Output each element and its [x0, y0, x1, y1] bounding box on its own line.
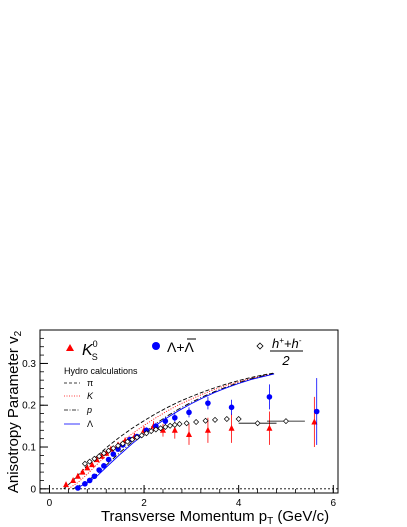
k0s-point: [159, 426, 166, 433]
lambda-point: [101, 463, 107, 469]
hadron-point: [86, 458, 93, 465]
k0s-point: [79, 468, 86, 475]
legend-lambda-label: Λ+Λ: [167, 339, 195, 355]
hadron-point: [183, 420, 190, 427]
legend-hadron-marker: [256, 342, 264, 350]
lambda-point: [75, 485, 81, 491]
hadron-point: [110, 445, 117, 452]
hydro-curve-lambda: [75, 373, 275, 490]
lambda-point: [205, 400, 211, 406]
k0s-point: [74, 472, 81, 479]
lambda-point: [266, 394, 273, 400]
k0s-point: [89, 461, 96, 468]
axes: 0 2 4 6 0 0.1 0.2 0.3: [22, 329, 339, 509]
k0s-point: [186, 430, 192, 437]
legend-hadron-denominator: 2: [281, 353, 290, 368]
legend-lambda-marker: [152, 342, 160, 350]
lambda-point: [110, 451, 117, 457]
plot-area: [40, 372, 338, 491]
k0s-point: [171, 426, 178, 433]
lambda-point: [313, 408, 320, 415]
hadron-point: [162, 423, 169, 430]
k0s-point: [266, 424, 273, 431]
hadron-point: [202, 417, 209, 424]
hadron-point: [105, 447, 112, 454]
lambda-point: [162, 418, 169, 424]
x-axis-title: Transverse Momentum pT (GeV/c): [101, 508, 329, 527]
y-tick-label: 0.2: [22, 401, 36, 412]
x-tick-label: 2: [141, 498, 147, 509]
lambda-point: [96, 467, 102, 473]
legend-lambda: Λ+Λ: [152, 338, 196, 355]
lambda-point: [115, 446, 121, 452]
x-tick-label: 6: [330, 498, 336, 509]
lambda-point: [172, 414, 178, 421]
legend-hydro-k-label: K: [87, 391, 94, 401]
legend-k0s: K0 S: [66, 339, 98, 362]
hydro-curve-p: [72, 373, 275, 490]
hadron-point: [235, 416, 242, 423]
hadron-point: [138, 432, 145, 439]
lambda-point: [82, 481, 88, 487]
lambda-point: [186, 409, 192, 416]
hadron-point: [171, 421, 178, 428]
legend-hadron-numerator: h++h-: [272, 336, 302, 351]
k0s-point: [70, 476, 77, 483]
hadron-point: [212, 416, 219, 423]
x-tick-label: 4: [236, 498, 242, 509]
hadron-point: [193, 418, 200, 425]
hadron-point: [100, 450, 107, 457]
lambda-point: [153, 423, 159, 429]
lambda-point: [105, 456, 112, 463]
k0s-point: [311, 418, 318, 425]
y-tick-label: 0.1: [22, 443, 36, 454]
hadron-point: [124, 438, 131, 445]
legend-hadron: h++h- 2: [256, 336, 303, 368]
hydro-curve-pi: [63, 372, 275, 490]
legend-k0s-marker: [66, 344, 74, 351]
k0s-point: [63, 481, 70, 488]
legend-hydro-pi-label: π: [87, 378, 93, 388]
hadron-point: [152, 426, 159, 433]
hadron-point: [282, 418, 289, 425]
hadron-point: [133, 434, 140, 441]
hadron-point: [143, 430, 150, 437]
lambda-point: [228, 404, 235, 411]
y-tick-label: 0.3: [22, 359, 36, 370]
hadron-point: [81, 460, 88, 467]
legend-hydro: Hydro calculations π K p Λ: [64, 366, 138, 429]
hadron-point: [157, 425, 164, 432]
hadron-point: [129, 436, 136, 443]
hadron-point: [176, 421, 183, 428]
legend-hydro-lambda-label: Λ: [87, 419, 93, 429]
legend-hydro-p-label: p: [86, 405, 92, 415]
k0s-point: [204, 426, 211, 433]
hadron-point: [167, 422, 174, 429]
hadron-point: [91, 455, 98, 462]
lambda-point: [91, 473, 98, 480]
k0s-point: [228, 424, 235, 431]
legend-k0s-label: K0 S: [82, 339, 98, 362]
hadron-point: [148, 428, 155, 435]
hadron-point: [223, 416, 230, 423]
plot-frame: [39, 329, 339, 494]
hadron-point: [254, 420, 261, 427]
k0s-point: [84, 464, 91, 471]
legend-hydro-title: Hydro calculations: [64, 366, 138, 376]
hadron-point: [96, 453, 103, 460]
hadron-point: [115, 442, 122, 449]
x-tick-label: 0: [47, 498, 53, 509]
hadron-point: [119, 440, 126, 447]
y-axis-title: Anisotropy Parameter v2: [5, 330, 24, 493]
y-tick-label: 0: [30, 484, 36, 495]
lambda-point: [86, 477, 93, 484]
